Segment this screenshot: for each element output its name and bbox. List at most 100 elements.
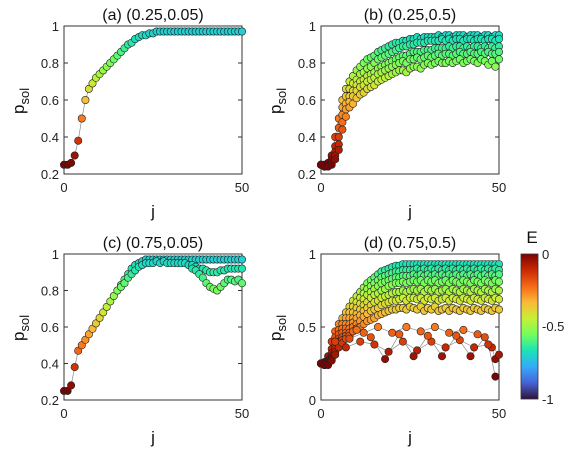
data-point [409,352,418,361]
data-point [370,340,379,349]
data-point [334,145,343,154]
data-point [480,333,489,342]
y-tick-label: 0.8 [41,284,59,299]
y-tick-label: 0.4 [298,130,316,145]
data-point [81,96,90,105]
y-tick-label: 0.5 [298,320,316,335]
data-point [331,337,340,346]
y-tick-label: 0.2 [41,167,59,182]
y-tick-label: 0.6 [41,320,59,335]
data-point [427,337,436,346]
data-point [67,158,76,167]
y-tick-label: 0.4 [41,130,59,145]
colorbar-tick: -0.5 [542,319,564,334]
y-tick-label: 0 [309,393,316,408]
data-point [494,47,503,56]
data-point [352,325,361,334]
data-point [395,330,404,339]
data-point [359,328,368,337]
x-tick-label: 50 [492,406,506,421]
panel-c: (c) (0.75,0.05) 0.2 0.4 0.6 0.8 1 0 50 j psol [9,235,249,447]
y-tick-label: 0.4 [41,357,59,372]
x-axis-label: j [407,202,412,221]
y-tick-label: 0.8 [41,56,59,71]
data-point [348,99,357,108]
data-point [441,343,450,352]
data-point [356,337,365,346]
y-axis-label-main: p [9,332,28,341]
y-tick-label: 0.2 [298,167,316,182]
data-point [120,279,129,288]
y-tick-label: 1 [52,247,59,262]
data-point [416,327,425,336]
y-axis-label-main: p [266,332,285,341]
data-point [398,337,407,346]
data-point [373,322,382,331]
data-point [423,331,432,340]
y-axis-label: psol [9,315,32,341]
x-tick-label: 50 [235,406,249,421]
panel-d: (d) (0.75,0.5) 0 0.5 1 0 50 j psol [266,235,506,447]
data-point [345,334,354,343]
y-tick-label: 1 [309,19,316,34]
panel-a: (a) (0.25,0.05) 0.2 0.4 0.6 0.8 1 0 50 j psol [9,7,249,221]
y-axis-label: psol [266,315,289,341]
data-point [494,295,503,304]
data-point [67,381,76,390]
panel-title: (c) (0.75,0.05) [103,235,203,252]
colorbar: E 0 -0.5 -1 [520,228,564,407]
data-point [384,347,393,356]
y-axis-label: psol [266,88,289,114]
data-point [366,333,375,342]
data-point [95,313,104,322]
data-point [198,273,207,282]
colorbar-tick: 0 [542,247,549,262]
data-point [494,55,503,64]
y-tick-label: 0.8 [298,56,316,71]
panel-title: (d) (0.75,0.5) [364,235,456,252]
data-point [334,133,343,142]
data-point [341,112,350,121]
x-axis-label: j [407,428,412,447]
data-point [338,125,347,134]
data-point [484,340,493,349]
y-axis-label-sub: sol [274,88,289,105]
x-tick-label: 0 [60,180,67,195]
data-point [494,34,503,43]
y-axis-label-main: p [266,105,285,114]
data-point [459,325,468,334]
y-tick-label: 1 [309,247,316,262]
y-tick-label: 0.6 [298,93,316,108]
data-point [84,84,93,93]
y-axis-label-sub: sol [17,88,32,105]
data-point [491,372,500,381]
data-point [238,279,247,288]
data-point [494,286,503,295]
data-point [77,114,86,123]
data-point [445,328,454,337]
data-point [70,151,79,160]
data-point [331,350,340,359]
colorbar-label: E [526,228,537,247]
x-tick-label: 50 [492,180,506,195]
colorbar-tick: -1 [542,392,554,407]
x-tick-label: 0 [317,180,324,195]
data-point [494,277,503,286]
data-point [381,355,390,364]
data-point [402,322,411,331]
data-point [327,356,336,365]
data-point [238,264,247,273]
panels: (a) (0.25,0.05)0.20.40.60.810 50jpsol(b) … [9,7,506,447]
y-tick-label: 0.2 [41,393,59,408]
x-axis-label: j [150,202,155,221]
data-point [494,305,503,314]
data-point [437,352,446,361]
y-tick-label: 1 [52,19,59,34]
data-point [470,343,479,352]
data-point [331,155,340,164]
data-point [77,341,86,350]
data-point [494,350,503,359]
colorbar-gradient [520,253,539,400]
data-point [430,322,439,331]
x-tick-label: 0 [317,406,324,421]
